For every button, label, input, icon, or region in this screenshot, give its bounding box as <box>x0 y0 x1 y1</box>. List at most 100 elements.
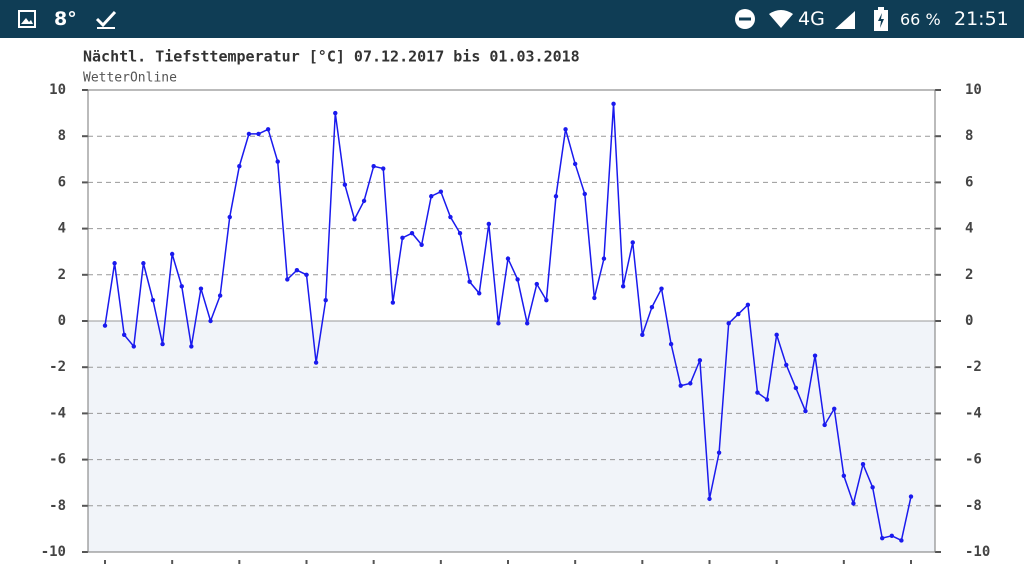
point <box>208 318 213 324</box>
network: 4G <box>798 8 825 30</box>
gallery-icon <box>18 10 36 28</box>
wifi-icon <box>769 10 793 28</box>
point <box>553 194 559 199</box>
status-bar: 8° 4G 66 % 21:51 <box>0 0 1024 38</box>
point <box>275 159 280 164</box>
y-tick-label: 10 <box>49 82 66 98</box>
point <box>477 291 482 296</box>
point <box>908 494 914 499</box>
point <box>265 127 271 132</box>
point <box>707 496 712 502</box>
chart-title: Nächtl. Tiefsttemperatur [°C] 07.12.2017… <box>83 48 580 66</box>
y2-tick-label: 8 <box>965 128 973 144</box>
point <box>524 321 530 326</box>
point <box>217 293 223 298</box>
point <box>880 535 885 541</box>
y-tick-label: 8 <box>58 128 66 144</box>
point <box>352 217 357 222</box>
y-tick-label: -8 <box>49 498 66 514</box>
point <box>294 267 300 273</box>
point <box>198 286 204 291</box>
point <box>227 214 232 220</box>
point <box>764 397 770 402</box>
point <box>256 131 261 137</box>
point <box>563 127 568 132</box>
y2-tick-label: 2 <box>965 267 973 283</box>
y-tick-label: 4 <box>58 221 66 237</box>
point <box>544 298 549 303</box>
point <box>390 300 396 305</box>
y-tick-label: -2 <box>49 359 66 375</box>
point <box>668 341 674 347</box>
plot-frame <box>87 89 936 553</box>
point <box>870 485 875 490</box>
point <box>716 450 722 455</box>
point <box>649 304 655 310</box>
y2-tick-label: -8 <box>965 498 982 514</box>
point <box>496 321 501 326</box>
y-tick-label: -4 <box>49 405 66 421</box>
y2-tick-label: -10 <box>965 544 990 560</box>
point <box>688 381 693 386</box>
y2-tick-label: -6 <box>965 452 982 468</box>
point <box>333 110 338 116</box>
point <box>534 281 539 287</box>
point <box>371 164 376 169</box>
point <box>851 501 856 506</box>
point <box>400 235 405 241</box>
point <box>429 194 434 199</box>
y2-tick-label: -4 <box>965 405 982 421</box>
point <box>899 538 904 543</box>
point <box>592 295 597 301</box>
point <box>189 344 194 349</box>
y-tick-label: 2 <box>58 267 66 283</box>
point <box>381 166 386 171</box>
point <box>889 533 895 539</box>
y2-tick-label: 0 <box>965 313 973 329</box>
y-tick-label: 6 <box>58 174 66 190</box>
point <box>755 390 760 395</box>
point <box>515 277 520 282</box>
point <box>169 251 175 257</box>
point <box>620 284 626 289</box>
point <box>678 383 683 388</box>
battery-icon <box>874 7 888 31</box>
point <box>774 332 779 338</box>
point <box>697 358 703 363</box>
point <box>640 332 645 338</box>
point <box>342 182 348 187</box>
point <box>572 161 578 167</box>
point <box>486 221 492 227</box>
signal-icon <box>835 11 855 29</box>
chart-subtitle: WetterOnline <box>83 71 177 86</box>
time: 21:51 <box>954 8 1009 30</box>
point <box>237 164 242 169</box>
temperature: 8° <box>54 8 77 30</box>
y2-tick-label: 4 <box>965 221 973 237</box>
point <box>160 341 165 347</box>
point <box>304 272 309 277</box>
y-tick-label: -6 <box>49 452 66 468</box>
point <box>102 323 108 328</box>
point <box>131 344 136 349</box>
point <box>505 256 511 261</box>
y2-tick-label: 10 <box>965 82 982 98</box>
y-tick-label: -10 <box>41 544 66 560</box>
point <box>438 189 444 194</box>
point <box>659 286 664 291</box>
point <box>630 240 635 245</box>
point <box>313 360 319 365</box>
point <box>246 131 252 137</box>
chart: Nächtl. Tiefsttemperatur [°C] 07.12.2017… <box>41 48 990 564</box>
point <box>141 261 146 266</box>
point <box>457 231 463 236</box>
point <box>601 256 607 261</box>
point <box>860 462 866 467</box>
point <box>832 406 837 411</box>
point <box>611 101 616 107</box>
battery: 66 % <box>900 10 941 29</box>
point <box>822 422 827 428</box>
point <box>419 242 424 247</box>
point <box>736 311 741 317</box>
